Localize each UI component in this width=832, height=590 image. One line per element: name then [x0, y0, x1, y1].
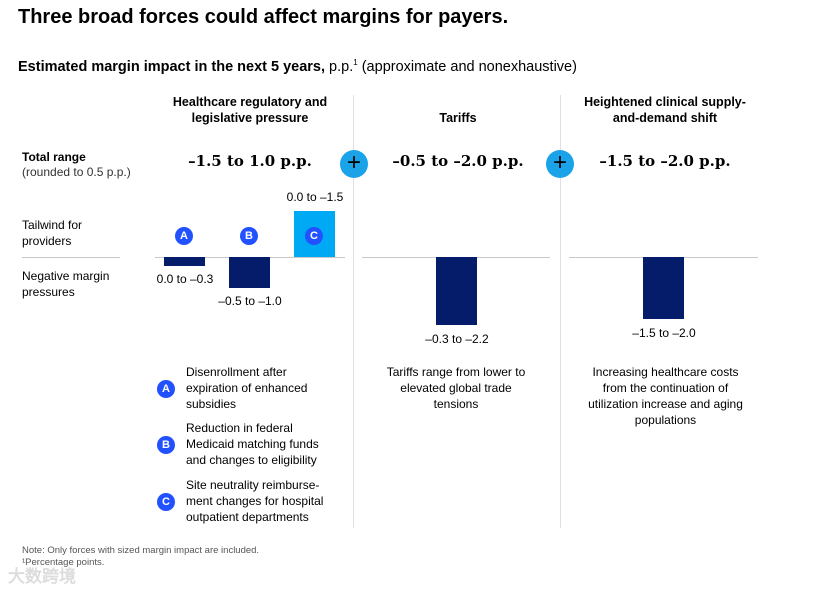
watermark: 大数跨境 [8, 567, 76, 586]
footnote: ¹Percentage points. [22, 557, 105, 568]
legend-description-b: Reduction in federal Medicaid matching f… [186, 421, 319, 467]
total-range-value: –1.5 to –2.0 p.p. [599, 152, 731, 170]
panel-header: Heightened clinical supply-and-demand sh… [584, 95, 746, 125]
bar-value-label: –0.5 to –1.0 [218, 294, 282, 308]
chart-subtitle: Estimated margin impact in the next 5 ye… [18, 58, 577, 75]
note: Note: Only forces with sized margin impa… [22, 545, 260, 556]
panel-description-clinical: Increasing healthcare costs from the con… [588, 365, 743, 427]
panel-header: Healthcare regulatory and legislative pr… [172, 95, 328, 125]
panel-header: Tariffs [439, 111, 477, 125]
bar-panel-3 [643, 257, 684, 319]
total-range-value: –1.5 to 1.0 p.p. [188, 152, 312, 170]
row-label-total-range: Total range [22, 150, 86, 164]
legend-description-a: Disenrollment after expiration of enhanc… [186, 365, 308, 411]
subtitle-bold: Estimated margin impact in the next 5 ye… [18, 58, 326, 75]
legend-badge-b-icon: B [157, 436, 175, 454]
total-range-value: –0.5 to –2.0 p.p. [392, 152, 524, 170]
badge-c-icon: C [305, 227, 323, 245]
bar-value-label: 0.0 to –0.3 [156, 272, 214, 286]
subtitle-rest: (approximate and nonexhaustive) [357, 58, 577, 75]
legend-badge-a-icon: A [157, 380, 175, 398]
row-label-tailwind: Tailwind for providers [22, 218, 83, 248]
subtitle-sup: 1 [353, 58, 358, 67]
legend-badge-c-icon: C [157, 493, 175, 511]
bar-a [164, 257, 205, 267]
bar-value-label: 0.0 to –1.5 [286, 190, 344, 204]
bar-panel-2 [436, 257, 477, 326]
panel-divider [560, 95, 561, 528]
bar-value-label: –1.5 to –2.0 [632, 326, 696, 340]
bar-value-label: –0.3 to –2.2 [425, 332, 489, 346]
panel-description-tariffs: Tariffs range from lower to elevated glo… [386, 365, 526, 411]
legend-description-c: Site neutrality reimburse-ment changes f… [186, 478, 324, 524]
page-title: Three broad forces could affect margins … [18, 6, 509, 28]
baseline-labels [22, 257, 120, 258]
row-label-negative: Negative margin pressures [22, 269, 110, 299]
plus-icon: + [340, 150, 368, 178]
bar-b [229, 257, 270, 288]
plus-icon: + [546, 150, 574, 178]
badge-b-icon: B [240, 227, 258, 245]
row-label-total-range-note: (rounded to 0.5 p.p.) [22, 165, 131, 179]
subtitle-unit: p.p. [325, 58, 354, 75]
panel-divider [353, 95, 354, 528]
badge-a-icon: A [175, 227, 193, 245]
